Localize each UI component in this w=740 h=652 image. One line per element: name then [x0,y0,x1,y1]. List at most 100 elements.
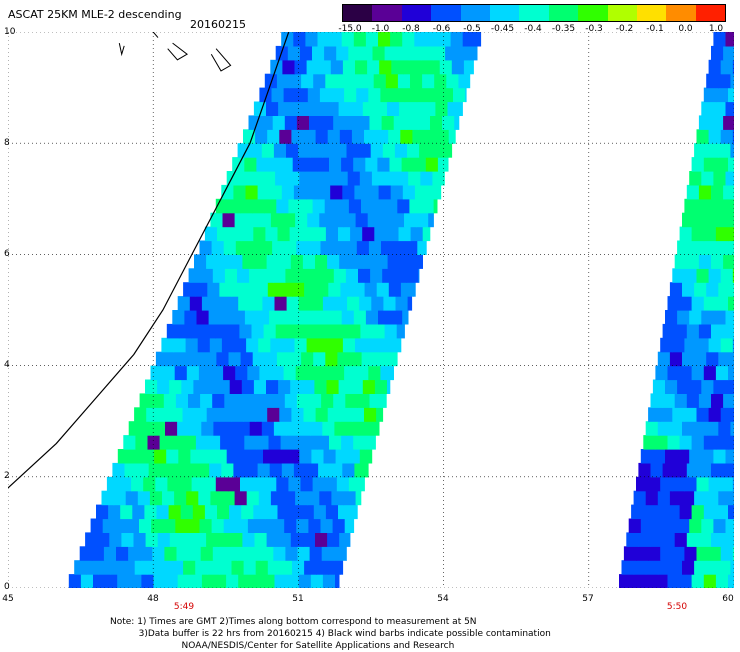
wind-cell [294,59,308,75]
wind-cell [255,129,268,144]
wind-cell [324,198,338,214]
wind-cell [201,574,215,588]
color-scale-label: -0.6 [432,24,451,34]
wind-cell [296,240,309,255]
wind-cell [698,532,712,547]
wind-cell [713,379,727,394]
wind-cell [376,282,390,297]
wind-cell [338,379,352,394]
wind-cell [309,546,323,561]
wind-cell [290,101,303,116]
wind-cell [173,337,187,353]
wind-cell [454,115,460,130]
footnote: Note: 1) Times are GMT 2)Times along bot… [110,616,551,652]
wind-cell [280,157,294,172]
wind-cell [312,323,325,339]
wind-cell [255,282,269,297]
wind-cell [677,310,690,325]
wind-cell [245,184,259,200]
wind-cell [338,226,351,242]
wind-cell [381,115,395,130]
wind-cell [206,254,219,269]
wind-cell [308,240,322,255]
wind-cell [271,87,285,103]
wind-cell [334,421,348,436]
wind-cell [378,310,391,325]
wind-cell [190,449,204,464]
wind-cell [373,351,387,367]
wind-cell [247,240,261,255]
island-outline [118,42,125,57]
wind-cell [432,171,445,186]
wind-cell [365,435,376,450]
wind-cell [372,45,386,61]
wind-cell [201,296,215,311]
wind-cell [703,226,717,242]
wind-cell [307,490,320,506]
wind-cell [158,560,172,575]
wind-cell [257,184,271,200]
wind-cell [694,212,707,228]
wind-cell [74,560,87,575]
wind-cell [103,546,117,561]
wind-cell [272,518,285,533]
wind-cell [652,379,666,394]
wind-cell [669,490,683,506]
wind-cell [451,59,465,75]
wind-cell [364,282,378,297]
wind-cell [347,449,361,464]
wind-cell [290,254,304,269]
wind-cell [725,379,734,394]
wind-cell [169,379,182,394]
wind-cell [359,449,373,464]
wind-cell [725,32,734,47]
wind-cell [305,310,319,325]
wind-cell [338,504,351,520]
wind-cell [730,282,734,297]
wind-cell [362,101,376,116]
wind-cell [445,45,458,61]
wind-cell [231,282,245,297]
wind-cell [413,157,427,172]
wind-cell [333,115,346,130]
wind-cell [420,171,433,186]
wind-cell [269,310,282,325]
wind-cell [453,87,466,103]
wind-cell [314,379,328,394]
wind-cell [263,323,277,339]
wind-cell [433,45,446,61]
wind-cell [116,546,129,561]
wind-cell [254,532,268,547]
wind-cell [696,198,710,214]
wind-cell [381,393,387,408]
wind-cell [665,518,678,533]
wind-cell [327,532,340,547]
wind-cell [708,198,722,214]
wind-cell [698,323,712,339]
wind-cell [317,310,331,325]
wind-cell [308,518,322,533]
wind-cell [203,323,216,339]
wind-cell [419,143,432,158]
wind-cell [396,323,405,339]
wind-cell [143,476,156,492]
wind-cell [200,546,214,561]
wind-cell [123,435,136,450]
wind-cell [367,337,380,353]
wind-cell [701,310,714,325]
wind-cell [174,365,188,381]
wind-cell [269,184,283,200]
wind-cell [679,365,693,381]
wind-cell [393,115,407,130]
wind-cell [313,351,326,367]
wind-cell [379,212,393,228]
wind-cell [407,296,413,311]
wind-cell [263,171,276,186]
wind-cell [374,101,388,116]
time-left: 5:49 [173,602,195,612]
wind-cell [329,157,342,172]
wind-cell [150,365,164,381]
wind-cell [378,32,391,47]
wind-cell [307,212,320,228]
island-outline [167,42,188,61]
